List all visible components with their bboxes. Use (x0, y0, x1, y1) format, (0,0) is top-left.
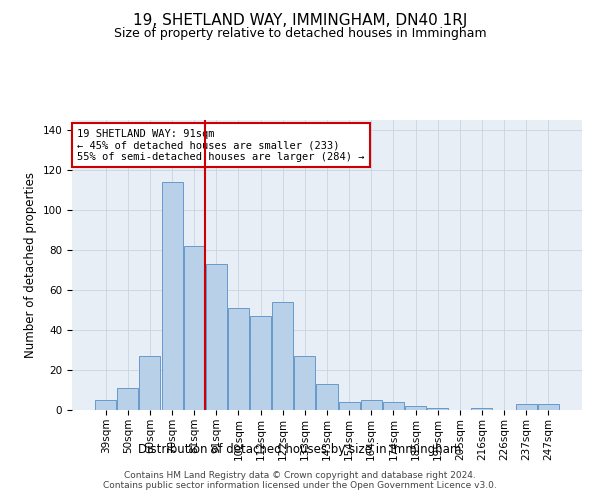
Bar (405, 406, 426, 410)
Y-axis label: Number of detached properties: Number of detached properties (24, 172, 37, 358)
Bar (228, 308, 249, 410)
Bar (295, 356, 316, 410)
Bar (118, 388, 139, 410)
Bar (361, 400, 382, 410)
Bar (472, 408, 493, 410)
Text: 19, SHETLAND WAY, IMMINGHAM, DN40 1RJ: 19, SHETLAND WAY, IMMINGHAM, DN40 1RJ (133, 12, 467, 28)
Bar (515, 404, 536, 410)
Bar (316, 384, 338, 410)
Text: Size of property relative to detached houses in Immingham: Size of property relative to detached ho… (113, 28, 487, 40)
Bar (338, 402, 359, 410)
Bar (161, 182, 182, 410)
Text: Distribution of detached houses by size in Immingham: Distribution of detached houses by size … (139, 442, 461, 456)
Bar (383, 402, 404, 410)
Bar (427, 408, 448, 410)
Bar (184, 246, 205, 410)
Bar (538, 404, 559, 410)
Bar (206, 264, 227, 410)
Bar (139, 356, 160, 410)
Text: 19 SHETLAND WAY: 91sqm
← 45% of detached houses are smaller (233)
55% of semi-de: 19 SHETLAND WAY: 91sqm ← 45% of detached… (77, 128, 365, 162)
Bar (272, 302, 293, 410)
Bar (95, 400, 116, 410)
Text: Contains HM Land Registry data © Crown copyright and database right 2024.
Contai: Contains HM Land Registry data © Crown c… (103, 470, 497, 490)
Bar (250, 316, 271, 410)
